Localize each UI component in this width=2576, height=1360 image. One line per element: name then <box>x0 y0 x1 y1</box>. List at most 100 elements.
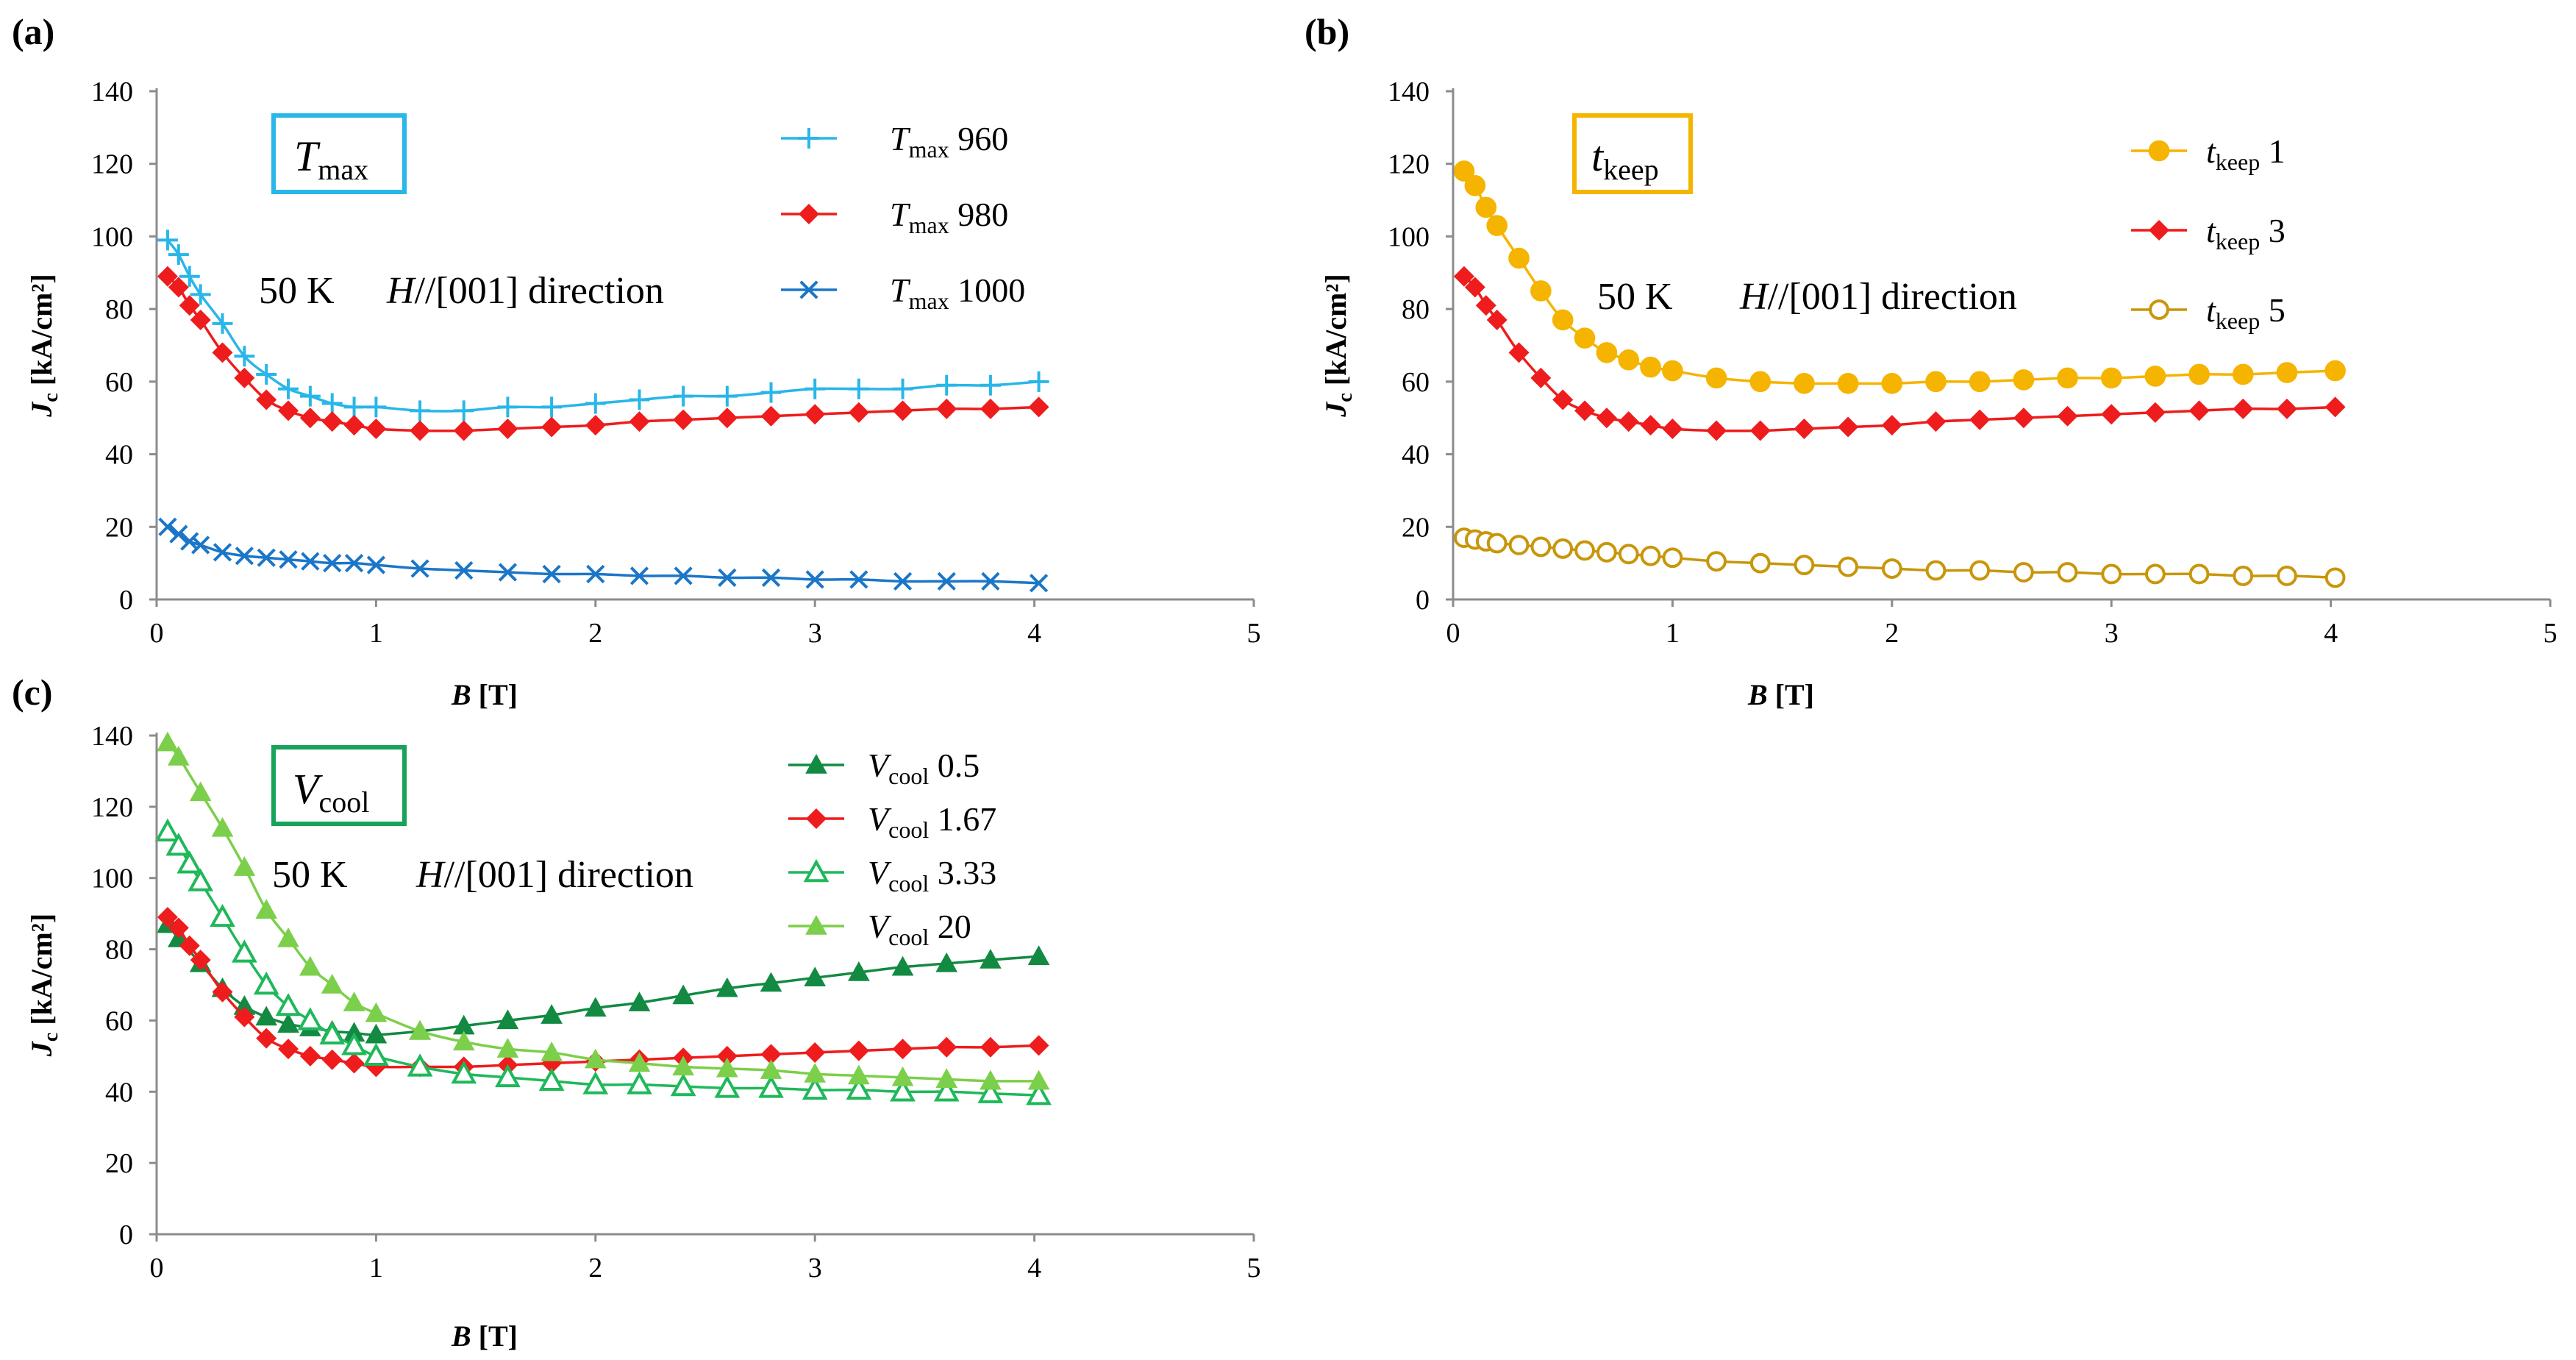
data-point-v-cool-0-5 <box>848 961 870 981</box>
data-point-v-cool-1-67 <box>980 1036 1001 1058</box>
y-tick-label: 100 <box>1388 221 1430 252</box>
data-point-v-cool-1-67 <box>1028 1035 1049 1056</box>
data-point-t-keep-5 <box>2101 563 2122 585</box>
x-tick-label: 0 <box>150 618 164 649</box>
legend-label-symbol: V <box>868 747 892 784</box>
legend-label-subscript: max <box>909 212 949 238</box>
data-point-t-keep-5 <box>1486 533 1508 554</box>
data-point-t-keep-3 <box>1530 367 1552 388</box>
data-point-t-max-1000 <box>542 564 561 584</box>
legend-label-v-cool-1-67: Vcool 1.67 <box>868 800 996 843</box>
data-point-v-cool-1-67 <box>299 1045 321 1067</box>
y-tick-label: 60 <box>105 367 133 398</box>
condition-annotation-field: H//[001] direction <box>386 270 664 312</box>
data-point-v-cool-3-33 <box>363 1042 389 1067</box>
data-point-v-cool-3-33 <box>297 1007 324 1030</box>
data-point-t-keep-1 <box>1486 215 1508 236</box>
condition-annotation-field-symbol: H <box>415 854 446 896</box>
data-point-v-cool-1-67 <box>804 1042 826 1064</box>
condition-annotation-temp: 50 K <box>272 854 348 896</box>
x-tick-label: 5 <box>1247 1253 1261 1284</box>
data-point-v-cool-20 <box>980 1069 1002 1090</box>
data-point-t-keep-1 <box>2057 367 2078 389</box>
x-axis-title-unit: [T] <box>471 678 518 711</box>
series-line-t-max-960 <box>166 239 1039 413</box>
data-point-t-max-960 <box>936 374 957 396</box>
data-point-t-max-980 <box>980 398 1001 419</box>
data-point-t-max-980 <box>497 419 518 440</box>
data-point-t-max-960 <box>343 396 365 418</box>
data-point-t-keep-1 <box>1705 367 1727 389</box>
data-point-t-keep-1 <box>1749 371 1772 393</box>
data-point-t-keep-1 <box>2144 366 2166 387</box>
y-tick-label: 140 <box>91 721 133 752</box>
legend-label-value: 20 <box>929 908 971 945</box>
data-point-v-cool-1-67 <box>321 1049 343 1070</box>
data-point-t-keep-3 <box>1596 407 1617 429</box>
panel-c: (c) 0 20 40 60 80 100 120 140 0 1 2 3 4 5 B [T] Jc [kA/… <box>12 672 1261 1353</box>
y-tick-label: 80 <box>105 294 133 325</box>
data-point-t-max-980 <box>212 342 233 363</box>
data-point-t-max-960 <box>179 266 200 287</box>
condition-annotation-field: H//[001] direction <box>1739 276 2017 318</box>
condition-annotation-direction: //[001] direction <box>444 854 693 896</box>
panel-a: (a) 0 20 40 60 80 100 120 140 0 1 2 3 4 5 B [T] Jc [kA/… <box>12 11 1261 711</box>
data-point-v-cool-20 <box>189 781 212 802</box>
y-axis-title-unit: [kA/cm²] <box>1319 274 1352 393</box>
x-axis-title-symbol: B <box>451 1320 471 1353</box>
legend-label-t-keep-3: tkeep 3 <box>2206 212 2286 254</box>
data-point-v-cool-3-33 <box>670 1072 696 1097</box>
data-point-t-keep-3 <box>1794 419 1815 440</box>
data-point-t-max-960 <box>673 385 694 407</box>
data-point-v-cool-3-33 <box>165 833 192 856</box>
y-tick-label: 0 <box>119 1220 133 1250</box>
y-tick-label: 20 <box>105 1148 133 1179</box>
condition-annotation-temp: 50 K <box>259 270 335 312</box>
data-point-v-cool-3-33 <box>210 903 235 928</box>
data-point-t-max-1000 <box>301 552 320 571</box>
data-point-t-keep-3 <box>2276 398 2297 419</box>
legend-label-value: 0.5 <box>929 747 980 784</box>
x-tick-label: 2 <box>588 1253 602 1284</box>
legend-entry-t-max-960: Tmax 960 <box>781 120 1008 163</box>
data-point-v-cool-3-33 <box>275 992 302 1017</box>
data-point-t-max-980 <box>190 309 211 330</box>
data-point-v-cool-1-67 <box>892 1039 913 1060</box>
data-point-t-max-960 <box>278 378 299 399</box>
data-point-v-cool-0-5 <box>935 952 958 972</box>
x-tick-label: 1 <box>1666 618 1680 649</box>
data-point-t-keep-3 <box>1464 277 1485 298</box>
data-point-v-cool-1-67 <box>848 1040 869 1061</box>
y-axis-title-unit: [kA/cm²] <box>25 914 58 1033</box>
y-tick-label: 40 <box>105 440 133 471</box>
parameter-box-subscript: max <box>318 153 368 186</box>
y-tick-label: 60 <box>105 1005 133 1036</box>
data-point-t-keep-3 <box>2057 405 2078 427</box>
legend-label-symbol: T <box>890 271 911 309</box>
data-point-t-keep-1 <box>1925 371 1947 393</box>
data-point-t-keep-5 <box>2013 562 2034 583</box>
data-point-t-max-980 <box>256 389 277 410</box>
x-tick-label: 1 <box>369 1253 383 1284</box>
legend-label-t-max-980: Tmax 980 <box>890 196 1008 238</box>
data-point-t-keep-1 <box>1794 373 1815 394</box>
x-tick-label: 5 <box>1247 618 1261 649</box>
data-point-v-cool-3-33 <box>253 971 279 995</box>
data-point-v-cool-1-67 <box>190 950 211 971</box>
data-point-t-max-1000 <box>454 560 474 580</box>
data-point-t-keep-3 <box>1552 389 1574 410</box>
legend-label-subscript: cool <box>888 924 929 950</box>
y-tick-label: 140 <box>1388 76 1430 107</box>
legend-label-t-keep-1: tkeep 1 <box>2206 132 2286 175</box>
data-point-t-keep-5 <box>2144 563 2166 585</box>
x-tick-label: 3 <box>808 618 822 649</box>
legend-marker-t-max-960 <box>799 128 819 149</box>
data-point-t-keep-1 <box>1574 327 1596 349</box>
legend-label-value: 3.33 <box>929 854 996 891</box>
legend-label-symbol: T <box>890 120 911 157</box>
y-axis-title: Jc [kA/cm²] <box>1319 274 1357 417</box>
x-axis-title-symbol: B <box>451 678 471 711</box>
data-point-t-max-980 <box>179 295 200 316</box>
data-point-t-max-980 <box>629 411 650 432</box>
data-point-t-keep-3 <box>1969 409 1991 430</box>
